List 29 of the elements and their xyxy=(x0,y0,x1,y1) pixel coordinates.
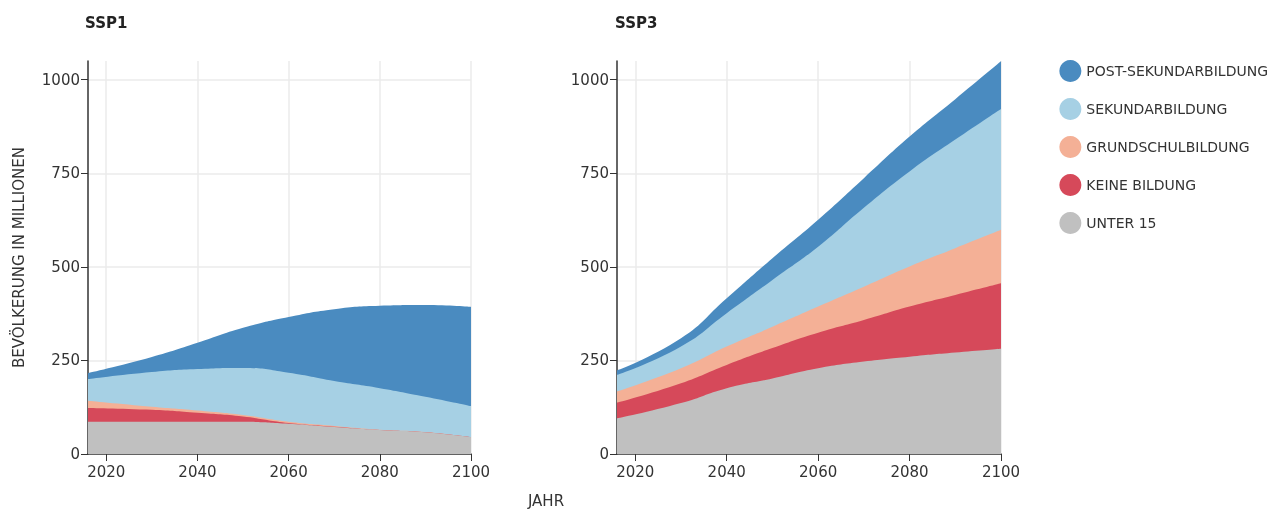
legend-label: UNTER 15 xyxy=(1086,215,1157,231)
y-tick-label: 0 xyxy=(599,445,609,463)
y-tick-label: 250 xyxy=(580,351,609,370)
y-tick-label: 250 xyxy=(51,351,80,370)
y-tick-label: 1000 xyxy=(41,70,80,89)
legend-label: KEINE BILDUNG xyxy=(1086,177,1197,193)
x-tick-label: 2100 xyxy=(451,462,491,481)
x-tick-label: 2020 xyxy=(87,462,126,481)
x-tick-label: 2080 xyxy=(360,462,399,481)
y-tick-label: 500 xyxy=(580,257,609,276)
x-tick-label: 2080 xyxy=(890,462,929,481)
x-tick-label: 2060 xyxy=(269,462,308,481)
x-tick-label: 2040 xyxy=(707,462,746,481)
x-axis-title: JAHR xyxy=(526,492,566,510)
chart-title: SSP3 xyxy=(615,13,658,32)
y-tick-label: 750 xyxy=(580,164,609,183)
legend-label: GRUNDSCHULBILDUNG xyxy=(1086,139,1250,155)
x-tick-label: 2040 xyxy=(178,462,217,481)
x-tick-label: 2060 xyxy=(799,462,838,481)
y-tick-label: 1000 xyxy=(570,70,609,89)
y-axis-title: BEVÖLKERUNG IN MILLIONEN xyxy=(8,147,28,368)
chart-title: SSP1 xyxy=(85,13,128,32)
legend-label: SEKUNDARBILDUNG xyxy=(1086,101,1228,117)
y-tick-label: 500 xyxy=(51,257,80,276)
x-tick-label: 2020 xyxy=(616,462,655,481)
y-tick-label: 0 xyxy=(70,445,80,463)
legend-label: POST-SEKUNDARBILDUNG xyxy=(1086,63,1269,79)
y-tick-label: 750 xyxy=(51,164,80,183)
x-tick-label: 2100 xyxy=(981,462,1021,481)
